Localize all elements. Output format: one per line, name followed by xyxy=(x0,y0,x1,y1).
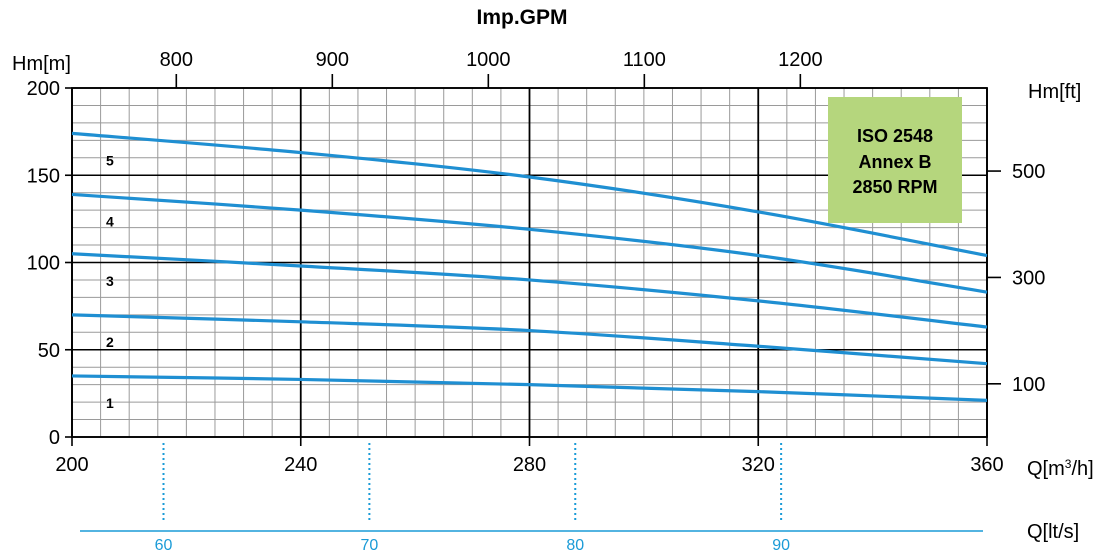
x-tick-label: 240 xyxy=(284,454,317,476)
curve-label-2: 2 xyxy=(106,334,114,350)
x-tick-label: 360 xyxy=(970,454,1003,476)
x-axis-label-sup: 3 xyxy=(1065,457,1072,471)
lts-tick-label: 80 xyxy=(566,537,584,554)
x-tick-label: 280 xyxy=(513,454,546,476)
annotation-line-1: ISO 2548 xyxy=(857,126,933,146)
y-tick-label: 200 xyxy=(27,78,60,100)
gpm-tick-label: 1200 xyxy=(778,49,823,71)
curve-1 xyxy=(71,374,988,402)
annotation-line-3: 2850 RPM xyxy=(852,177,937,197)
x2-axis-label: Q[lt/s] xyxy=(1027,521,1079,543)
curve-label-3: 3 xyxy=(106,273,114,289)
y-tick-label: 100 xyxy=(27,253,60,275)
y-tick-label: 150 xyxy=(27,165,60,187)
curve-label-4: 4 xyxy=(106,213,114,229)
lts-tick-label: 90 xyxy=(772,537,790,554)
lts-tick-label: 60 xyxy=(155,537,173,554)
curve-2 xyxy=(71,313,988,366)
y-axis-label: Hm[m] xyxy=(12,53,71,75)
curve-label-1: 1 xyxy=(106,395,114,411)
x-axis-label: Q[m3/h] xyxy=(1027,457,1094,480)
curve-3 xyxy=(71,252,988,329)
lts-tick-label: 70 xyxy=(360,537,378,554)
curve-4 xyxy=(71,192,988,294)
x-axis-label-prefix: Q[m xyxy=(1027,458,1065,480)
curve-layer: 1 2 3 4 5 xyxy=(71,131,988,411)
chart-title: Imp.GPM xyxy=(476,6,567,29)
x-tick-label: 200 xyxy=(55,454,88,476)
y-tick-label: 50 xyxy=(38,340,60,362)
y2-axis-label: Hm[ft] xyxy=(1028,81,1081,103)
annotation-box xyxy=(828,97,962,223)
gpm-tick-label: 800 xyxy=(160,49,193,71)
gpm-tick-label: 900 xyxy=(316,49,349,71)
annotation-line-2: Annex B xyxy=(858,152,931,172)
curve-5 xyxy=(71,131,988,258)
x-tick-label: 320 xyxy=(742,454,775,476)
y-tick-label: 0 xyxy=(49,427,60,449)
x-axis-label-suffix: /h] xyxy=(1071,458,1093,480)
ft-tick-label: 500 xyxy=(1012,161,1045,183)
ft-tick-label: 300 xyxy=(1012,267,1045,289)
gpm-tick-label: 1000 xyxy=(466,49,511,71)
gpm-tick-label: 1100 xyxy=(623,49,666,71)
ft-tick-label: 100 xyxy=(1012,374,1045,396)
curve-label-5: 5 xyxy=(106,152,114,168)
